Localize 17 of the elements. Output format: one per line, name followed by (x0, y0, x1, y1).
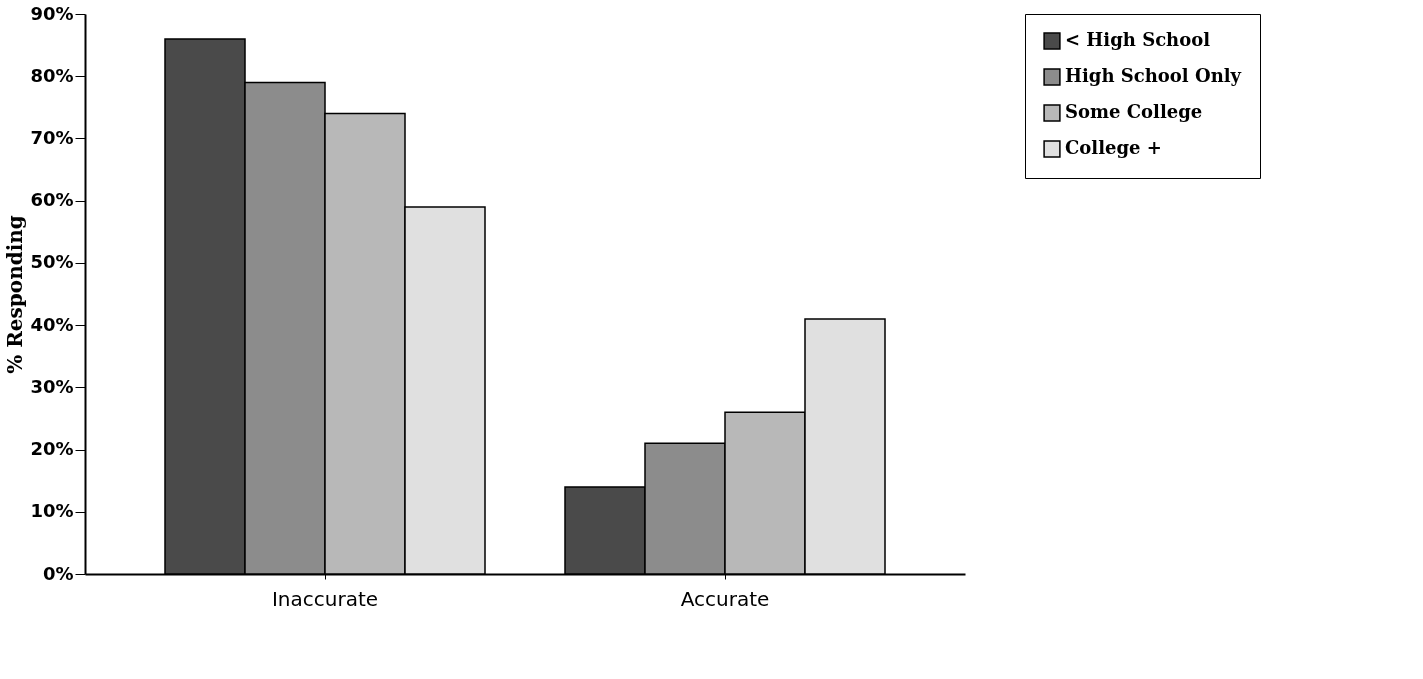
y-tick-label: 40% (30, 313, 74, 335)
y-tick-label: 30% (30, 375, 74, 397)
x-tick-label: Inaccurate (271, 586, 379, 611)
legend-label: High School Only (1065, 65, 1242, 86)
y-tick-label: 70% (30, 126, 74, 148)
y-tick-label: 0% (42, 562, 74, 584)
legend-label: Some College (1065, 101, 1203, 122)
y-tick-label: 80% (30, 64, 74, 86)
y-tick-label: 50% (30, 251, 74, 273)
y-tick-label: 20% (30, 438, 74, 460)
y-tick-label: 60% (30, 189, 74, 211)
y-tick-label: 90% (30, 2, 74, 24)
y-tick-label: 10% (30, 500, 74, 522)
y-axis-title: % Responding (3, 215, 28, 374)
legend-label: < High School (1065, 29, 1211, 50)
x-tick-label: Accurate (680, 586, 770, 611)
legend-label: College + (1065, 137, 1162, 158)
